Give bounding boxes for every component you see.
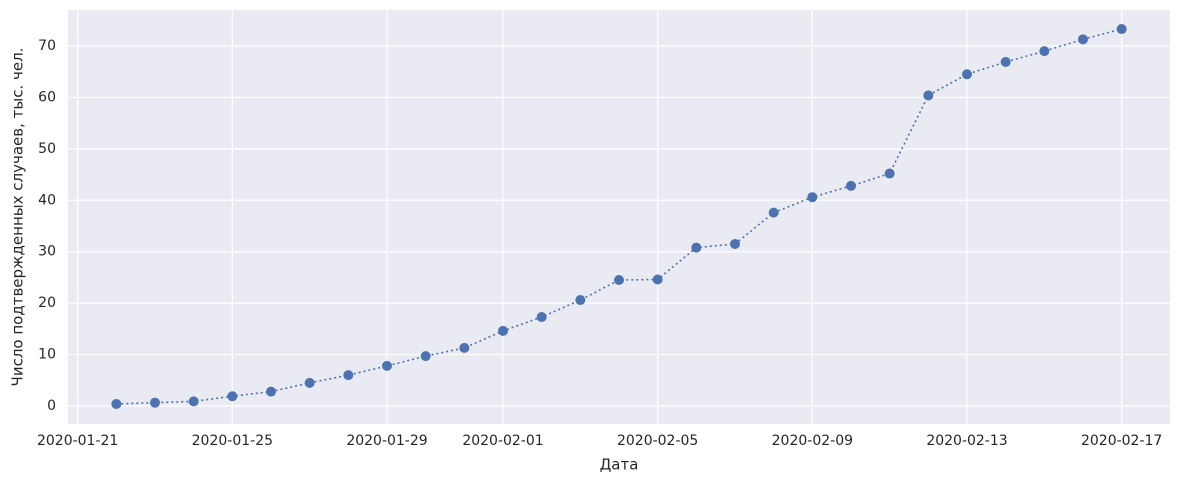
data-point — [923, 90, 934, 101]
data-point — [343, 370, 354, 381]
data-point — [536, 312, 547, 323]
data-point — [111, 398, 122, 409]
data-point — [962, 69, 972, 80]
y-tick-label: 70 — [38, 38, 56, 54]
marks — [111, 24, 1127, 409]
data-point — [1116, 24, 1127, 35]
data-point — [304, 377, 315, 388]
x-tick-label: 2020-01-25 — [192, 433, 273, 449]
data-point — [768, 207, 779, 218]
data-point — [498, 325, 508, 336]
data-point — [1039, 46, 1050, 57]
y-tick-label: 60 — [38, 89, 56, 105]
data-point — [730, 239, 740, 249]
grid — [68, 10, 1170, 424]
y-axis-label: Число подтвержденных случаев, тыс. чел. — [9, 48, 27, 387]
data-point — [884, 168, 895, 179]
y-tick-label: 0 — [47, 398, 56, 414]
data-point — [614, 275, 624, 285]
x-tick-label: 2020-02-13 — [926, 433, 1007, 449]
x-tick-label: 2020-01-21 — [37, 433, 118, 449]
data-point — [1000, 56, 1011, 67]
y-tick-label: 20 — [38, 295, 56, 311]
data-point — [1078, 34, 1088, 45]
x-tick-label: 2020-02-01 — [462, 433, 543, 449]
data-point — [227, 391, 238, 402]
data-point — [266, 386, 276, 397]
y-tick-label: 50 — [38, 141, 56, 157]
data-point — [691, 242, 702, 253]
y-tick-label: 40 — [38, 192, 56, 208]
x-tick-label: 2020-02-09 — [772, 433, 853, 449]
data-point — [459, 342, 470, 353]
plot-area — [68, 10, 1170, 424]
x-tick-label: 2020-01-29 — [346, 433, 427, 449]
y-tick-label: 30 — [38, 244, 56, 260]
data-point — [382, 360, 392, 371]
data-point — [575, 295, 586, 306]
x-axis-label: Дата — [600, 456, 639, 474]
data-point — [150, 397, 160, 408]
data-point — [188, 396, 199, 407]
x-tick-label: 2020-02-17 — [1081, 433, 1162, 449]
data-point — [807, 192, 818, 203]
y-tick-label: 10 — [38, 347, 56, 363]
data-point — [420, 351, 431, 362]
data-point — [846, 180, 856, 191]
x-tick-label: 2020-02-05 — [617, 433, 698, 449]
data-point — [652, 274, 663, 285]
